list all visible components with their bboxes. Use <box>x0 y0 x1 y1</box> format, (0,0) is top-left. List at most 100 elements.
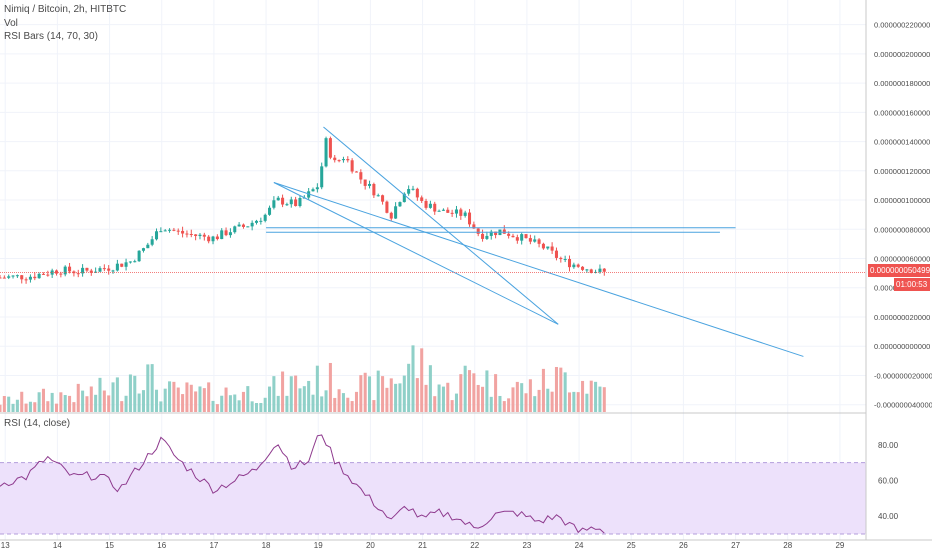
volume-bar <box>2 396 6 412</box>
candle-body <box>446 209 450 213</box>
volume-bar <box>189 384 193 412</box>
volume-bar <box>428 365 432 412</box>
volume-bar <box>254 403 259 412</box>
time-tick-label: 27 <box>731 541 740 550</box>
volume-bar <box>54 403 59 412</box>
volume-bar <box>215 404 219 412</box>
volume-bar <box>341 393 345 412</box>
trendlines[interactable] <box>266 126 804 357</box>
volume-bar <box>7 396 11 412</box>
candle-body <box>485 235 489 239</box>
volume-bar <box>359 375 363 412</box>
volume-bar <box>463 365 467 412</box>
time-tick-label: 29 <box>835 541 844 550</box>
volume-bar <box>385 387 389 412</box>
candle-body <box>172 229 176 231</box>
candle-body <box>398 202 402 207</box>
candle-body <box>598 268 602 272</box>
volume-bar <box>59 392 63 412</box>
candle-body <box>385 201 389 213</box>
candle-body <box>294 199 298 207</box>
volume-bar <box>46 401 50 412</box>
volume-bar <box>33 402 37 412</box>
candle-body <box>237 224 241 227</box>
candle-body <box>85 267 89 271</box>
grid <box>0 0 866 540</box>
candle-body <box>559 257 563 260</box>
candle-body <box>437 210 441 212</box>
volume-bar <box>228 395 232 412</box>
volume-bar <box>202 388 206 412</box>
candle-body <box>254 220 259 223</box>
candle-body <box>546 246 550 249</box>
volume-bar <box>133 375 137 412</box>
candle-body <box>563 258 567 260</box>
time-tick-label: 28 <box>783 541 792 550</box>
volume-bar <box>315 365 319 412</box>
time-tick-label: 25 <box>627 541 636 550</box>
volume-bar <box>24 403 28 412</box>
volume-bar <box>111 382 115 412</box>
volume-bar <box>333 397 337 412</box>
candle-body <box>285 204 289 206</box>
candle-body <box>72 271 76 274</box>
candle-body <box>0 277 2 279</box>
time-tick-label: 22 <box>470 541 479 550</box>
candle-body <box>481 233 485 239</box>
volume-bar <box>237 400 241 412</box>
volume-bar <box>220 395 224 412</box>
volume-bar <box>372 400 376 412</box>
price-tick-label: 0.000000180000 <box>874 79 930 88</box>
volume-bar <box>381 376 385 412</box>
volume-bar <box>376 370 380 412</box>
candle-body <box>589 269 593 273</box>
volume-bar <box>581 380 585 412</box>
candle-body <box>328 138 332 158</box>
candle-body <box>407 189 411 194</box>
time-tick-label: 13 <box>1 541 10 550</box>
candle-body <box>194 234 198 237</box>
candle-body <box>241 224 245 227</box>
volume-bar <box>141 390 145 412</box>
volume-bar <box>337 389 341 412</box>
candle-body <box>159 231 163 233</box>
volume-bar <box>424 384 428 412</box>
volume-bar <box>272 376 276 412</box>
volume-bar <box>559 367 563 412</box>
rsi-tick-label: 40.00 <box>878 512 899 521</box>
volume-bar <box>154 389 159 412</box>
volume-bar <box>524 393 528 412</box>
volume-bar <box>411 345 415 412</box>
volume-bar <box>450 400 454 412</box>
volume-bar <box>263 397 267 412</box>
candle-body <box>76 273 80 275</box>
countdown-tag: 01:00:53 <box>894 278 930 291</box>
volume-bar <box>50 392 54 412</box>
volume-bar <box>168 381 172 412</box>
volume-bar <box>572 391 576 412</box>
candle-body <box>2 277 6 279</box>
time-tick-label: 18 <box>262 541 271 550</box>
volume-bar <box>294 375 298 412</box>
volume-bar <box>459 374 463 412</box>
volume-bar <box>576 392 580 412</box>
candle-body <box>272 200 276 208</box>
candle-body <box>198 234 202 237</box>
volume-bar <box>276 395 280 412</box>
candle-body <box>389 212 393 219</box>
candle-body <box>368 183 372 186</box>
trendline <box>273 182 804 357</box>
volume-bar <box>181 394 185 412</box>
candle-body <box>463 212 467 216</box>
candle-body <box>11 275 15 277</box>
volume-bar <box>346 397 350 412</box>
volume-bar <box>511 387 515 412</box>
candle-body <box>311 189 315 192</box>
candle-body <box>554 250 558 258</box>
volume-bar <box>563 372 567 412</box>
time-tick-label: 14 <box>53 541 62 550</box>
candle-body <box>224 230 228 236</box>
candle-body <box>263 214 267 221</box>
candle-body <box>259 220 263 222</box>
